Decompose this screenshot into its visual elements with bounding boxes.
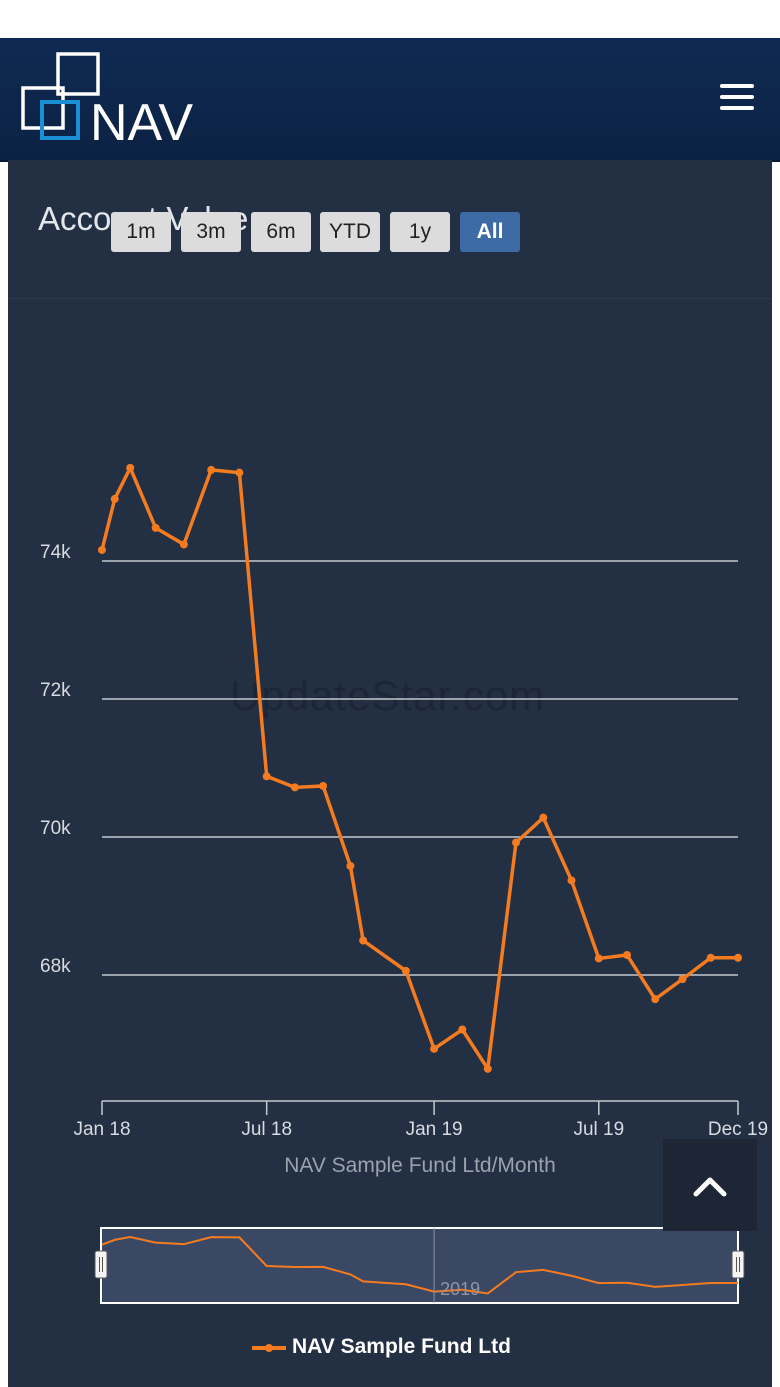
chart-legend[interactable]: NAV Sample Fund Ltd [250,1335,511,1363]
data-point[interactable] [98,545,106,554]
data-point[interactable] [110,494,119,503]
data-point[interactable] [594,954,603,963]
range-1y-button[interactable]: 1y [390,212,450,252]
x-tick-label: Jan 18 [73,1119,130,1140]
navigator-window[interactable] [100,1227,739,1304]
y-tick-label: 74k [40,542,71,563]
data-point[interactable] [319,781,328,790]
data-point[interactable] [151,523,160,532]
range-6m-button[interactable]: 6m [251,212,311,252]
data-point[interactable] [235,468,244,477]
data-point[interactable] [539,813,548,822]
x-axis-title: NAV Sample Fund Ltd/Month [284,1154,556,1177]
data-point[interactable] [622,950,631,959]
account-value-panel: Account Value [8,160,772,1387]
navigator-right-handle[interactable] [731,1250,745,1279]
data-point[interactable] [458,1025,467,1034]
data-point[interactable] [511,838,520,847]
navigator-year-label: 2019 [440,1279,480,1299]
legend-label: NAV Sample Fund Ltd [292,1335,511,1358]
data-point[interactable] [207,465,216,474]
data-point[interactable] [734,953,742,962]
data-point[interactable] [179,540,188,549]
svg-text:NAV: NAV [90,94,193,147]
range-all-button[interactable]: All [460,212,520,252]
x-tick-label: Jul 18 [241,1119,292,1140]
y-tick-label: 72k [40,680,71,701]
data-point[interactable] [290,783,299,792]
data-point[interactable] [651,995,660,1004]
range-1m-button[interactable]: 1m [111,212,171,252]
data-point[interactable] [430,1044,439,1053]
watermark: UpdateStar.com [230,672,546,719]
y-tick-label: 70k [40,818,71,839]
data-point[interactable] [567,876,576,885]
data-point[interactable] [126,463,135,472]
x-tick-label: Dec 19 [708,1119,768,1140]
scroll-to-top-button[interactable] [663,1139,757,1231]
data-point[interactable] [483,1064,492,1073]
nav-logo[interactable]: NAV [20,52,220,147]
navigator-series-line [101,1235,738,1295]
data-point[interactable] [678,975,687,984]
data-point[interactable] [401,966,410,975]
data-point[interactable] [346,861,355,870]
x-tick-label: Jan 19 [406,1119,463,1140]
chevron-up-icon [693,1177,727,1197]
hamburger-menu-icon[interactable] [720,84,754,114]
range-3m-button[interactable]: 3m [181,212,241,252]
data-point[interactable] [262,772,271,781]
navigator-left-handle[interactable] [94,1250,108,1279]
top-navbar: NAV [0,38,780,162]
data-point[interactable] [359,936,368,945]
y-tick-label: 68k [40,956,71,977]
series-line [100,466,738,1071]
x-tick-label: Jul 19 [573,1119,624,1140]
legend-marker [252,1344,286,1352]
range-ytd-button[interactable]: YTD [320,212,380,252]
data-point[interactable] [706,953,715,962]
